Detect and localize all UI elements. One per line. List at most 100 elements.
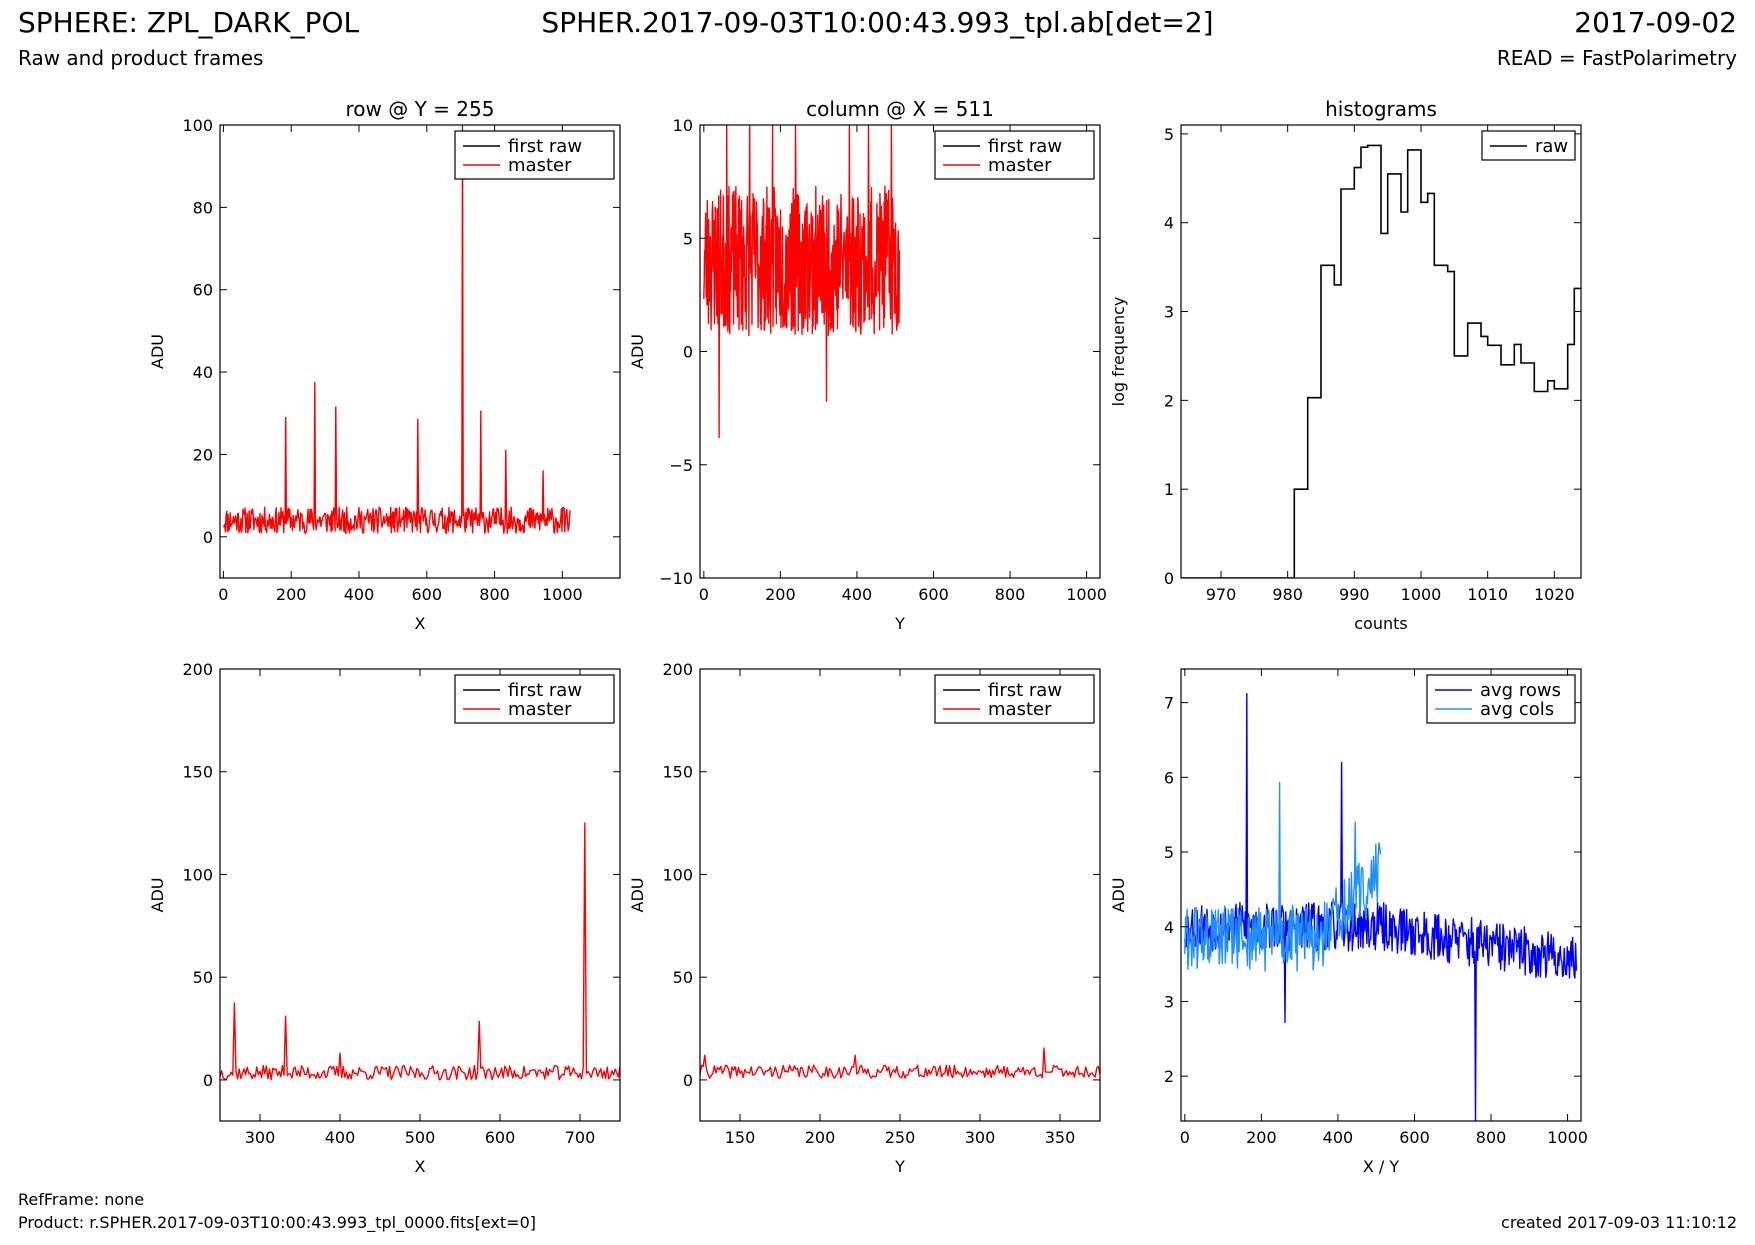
y-tick-label: 100 [182,865,213,884]
x-tick-label: 600 [1399,1128,1430,1147]
plot-area [703,125,901,439]
y-tick-label: 0 [1164,569,1174,588]
x-tick-label: 990 [1339,585,1370,604]
y-tick-label: 80 [193,198,213,217]
x-tick-label: 350 [1045,1128,1076,1147]
y-tick-label: 4 [1164,214,1174,233]
y-tick-label: 4 [1164,918,1174,937]
ref-frame-label: RefFrame: none [18,1190,145,1209]
x-tick-label: 800 [479,585,510,604]
y-tick-label: 2 [1164,391,1174,410]
chart-row-zoom: 300 400 500 600 700 0 50 100 150 200 X ADU first raw… [148,660,621,1176]
y-tick-label: 0 [683,343,693,362]
x-tick-label: 970 [1206,585,1237,604]
y-tick-label: 2 [1164,1067,1174,1086]
x-axis-label: Y [894,1157,905,1176]
y-tick-label: 3 [1164,992,1174,1011]
y-tick-label: 1 [1164,480,1174,499]
legend-label: first raw [508,136,582,157]
series-master [220,822,620,1081]
y-tick-label: 6 [1164,768,1174,787]
x-tick-label: 0 [218,585,228,604]
x-tick-label: 700 [565,1128,596,1147]
plot-area [1184,693,1578,1121]
x-axis-label: counts [1354,614,1407,633]
axes-frame [699,124,1101,579]
legend-label: master [508,699,572,720]
y-tick-label: 0 [203,528,213,547]
y-axis-label: ADU [628,878,647,913]
y-tick-label: 60 [193,281,213,300]
x-tick-label: 1000 [1066,585,1107,604]
y-tick-label: 0 [203,1071,213,1090]
plot-area [1181,144,1581,578]
y-axis-label: ADU [148,878,167,913]
created-label: created 2017-09-03 11:10:12 [1501,1213,1737,1232]
x-tick-label: 1020 [1534,585,1575,604]
legend-label: avg rows [1480,680,1561,701]
chart-row-full: 0 200 400 600 800 1000 0 20 40 60 80 100 row @ Y = 2… [148,97,621,633]
x-tick-label: 600 [918,585,949,604]
y-tick-label: 50 [673,968,693,987]
x-tick-label: 400 [1323,1128,1354,1147]
legend-label: master [988,699,1052,720]
y-axis-label: log frequency [1109,297,1128,407]
y-tick-label: 0 [683,1071,693,1090]
x-tick-label: 300 [245,1128,276,1147]
chart-title: histograms [1325,97,1437,121]
x-tick-label: 400 [842,585,873,604]
x-tick-label: 200 [805,1128,836,1147]
x-tick-label: 200 [276,585,307,604]
legend-label: first raw [988,136,1062,157]
x-tick-label: 400 [325,1128,356,1147]
x-tick-label: 980 [1272,585,1303,604]
x-tick-label: 200 [1246,1128,1277,1147]
y-tick-label: −5 [669,456,693,475]
y-tick-label: 20 [193,445,213,464]
chart-column-full: 0 200 400 600 800 1000 −10 −5 0 5 10 column @ X = 5… [628,97,1107,633]
legend-label: master [508,155,572,176]
series-master [222,125,571,535]
axes-frame [699,668,1101,1122]
axes-frame [219,124,621,579]
legend: raw [1481,130,1576,161]
x-tick-label: 200 [765,585,796,604]
read-mode-label: READ = FastPolarimetry [1496,46,1737,70]
y-tick-label: 5 [1164,843,1174,862]
chart-title: column @ X = 511 [806,97,994,121]
y-tick-label: 40 [193,363,213,382]
y-axis-label: ADU [628,334,647,369]
y-axis-label: ADU [1109,878,1128,913]
report-title: SPHERE: ZPL_DARK_POL [18,6,360,39]
plot-area [220,822,620,1081]
series-avg-cols [1184,781,1382,972]
x-tick-label: 250 [885,1128,916,1147]
report-date: 2017-09-02 [1574,6,1737,39]
x-tick-label: 500 [405,1128,436,1147]
x-tick-label: 400 [344,585,375,604]
x-tick-label: 1000 [542,585,583,604]
x-tick-label: 150 [725,1128,756,1147]
x-tick-label: 1000 [1547,1128,1588,1147]
y-tick-label: 150 [662,763,693,782]
plot-area [700,1047,1100,1079]
legend-label: raw [1535,136,1568,157]
series-master [700,1047,1100,1079]
x-tick-label: 300 [965,1128,996,1147]
x-tick-label: 1010 [1467,585,1508,604]
x-tick-label: 0 [1180,1128,1190,1147]
y-axis-label: ADU [148,334,167,369]
chart-column-zoom: 150 200 250 300 350 0 50 100 150 200 Y ADU first raw… [628,660,1101,1176]
y-tick-label: 50 [193,968,213,987]
y-tick-label: 3 [1164,303,1174,322]
y-tick-label: 5 [683,229,693,248]
x-axis-label: Y [894,614,905,633]
legend-label: first raw [508,680,582,701]
y-tick-label: −10 [659,569,693,588]
y-tick-label: 100 [662,865,693,884]
axes-frame [1180,124,1582,579]
